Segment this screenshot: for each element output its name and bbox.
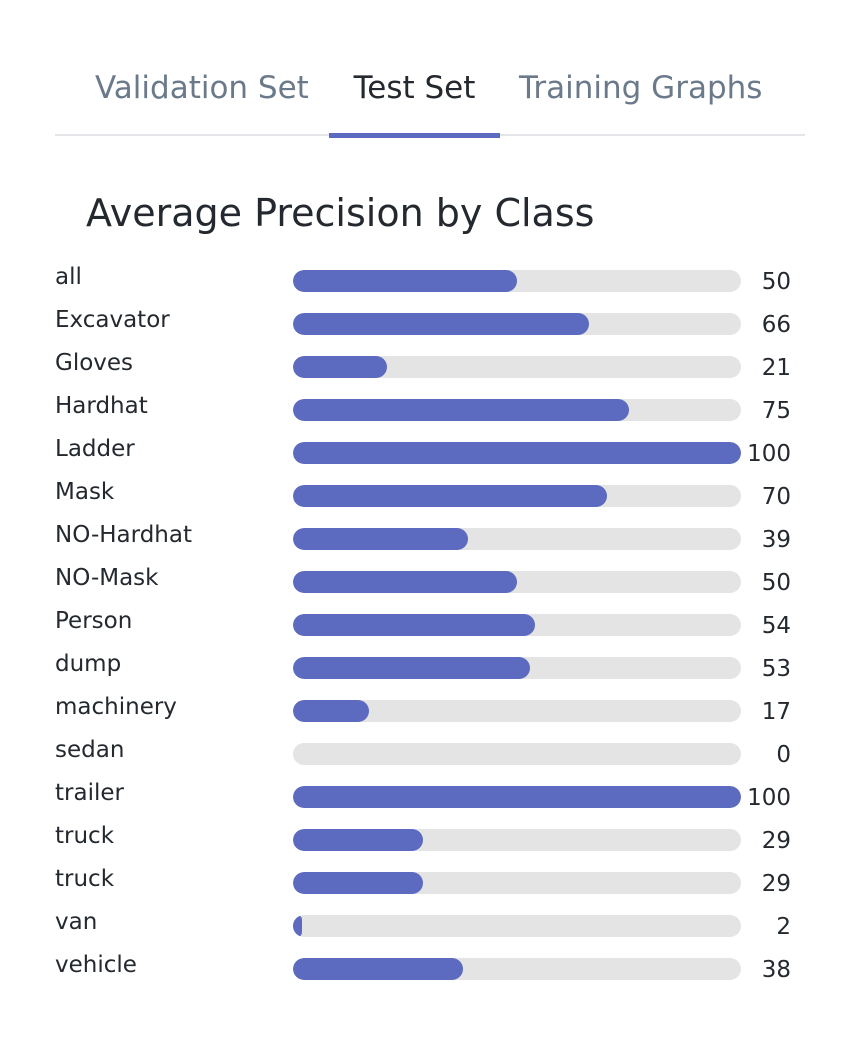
bar-row: Hardhat 75	[55, 387, 815, 430]
bar-label: all	[55, 264, 82, 290]
bar-row: all 50	[55, 258, 815, 301]
bar-fill	[293, 528, 468, 550]
bar-fill	[293, 786, 741, 808]
precision-bar-list: all 50 Excavator 66 Gloves 21 Hardhat 75 Ladder 1…	[55, 258, 815, 989]
tab-training-graphs[interactable]: Training Graphs	[519, 60, 762, 136]
bar-track	[293, 528, 741, 550]
bar-fill	[293, 872, 423, 894]
bar-label: NO-Hardhat	[55, 522, 192, 548]
bar-value: 54	[761, 613, 791, 639]
bar-value: 100	[747, 785, 791, 811]
bar-fill	[293, 829, 423, 851]
bar-track	[293, 442, 741, 464]
bar-value: 53	[761, 656, 791, 682]
bar-fill	[293, 657, 531, 679]
bar-value: 50	[761, 269, 791, 295]
bar-fill	[293, 399, 629, 421]
bar-value: 100	[747, 441, 791, 467]
bar-track	[293, 872, 741, 894]
bar-fill	[293, 442, 741, 464]
chart-title: Average Precision by Class	[86, 191, 595, 235]
bar-label: Gloves	[55, 350, 134, 376]
bar-value: 21	[761, 355, 791, 381]
bar-label: NO-Mask	[55, 565, 159, 591]
bar-row: Person 54	[55, 602, 815, 645]
bar-row: Gloves 21	[55, 344, 815, 387]
bar-label: dump	[55, 651, 122, 677]
bar-row: Ladder 100	[55, 430, 815, 473]
tab-active-indicator	[329, 133, 500, 138]
tab-test-set[interactable]: Test Set	[329, 60, 500, 138]
bar-row: Mask 70	[55, 473, 815, 516]
bar-fill	[293, 313, 589, 335]
bar-fill	[293, 485, 607, 507]
bar-fill	[293, 270, 517, 292]
bar-value: 39	[761, 527, 791, 553]
bar-row: machinery 17	[55, 688, 815, 731]
bar-label: Person	[55, 608, 133, 634]
bar-fill	[293, 356, 388, 378]
bar-value: 2	[776, 914, 791, 940]
bar-row: sedan 0	[55, 731, 815, 774]
bar-track	[293, 657, 741, 679]
bar-track	[293, 270, 741, 292]
bar-track	[293, 743, 741, 765]
bar-label: machinery	[55, 694, 177, 720]
bar-value: 66	[761, 312, 791, 338]
bar-fill	[293, 700, 370, 722]
bar-label: Hardhat	[55, 393, 148, 419]
bar-label: van	[55, 909, 98, 935]
bar-label: truck	[55, 866, 115, 892]
bar-value: 75	[761, 398, 791, 424]
bar-label: Excavator	[55, 307, 170, 333]
bar-track	[293, 485, 741, 507]
bar-value: 38	[761, 957, 791, 983]
bar-fill	[293, 614, 535, 636]
bar-value: 29	[761, 871, 791, 897]
bar-label: Ladder	[55, 436, 135, 462]
bar-track	[293, 915, 741, 937]
bar-label: sedan	[55, 737, 125, 763]
bar-track	[293, 958, 741, 980]
bar-row: van 2	[55, 903, 815, 946]
tab-bar: Validation Set Test Set Training Graphs	[55, 60, 805, 138]
bar-track	[293, 313, 741, 335]
bar-track	[293, 356, 741, 378]
bar-value: 17	[761, 699, 791, 725]
bar-label: vehicle	[55, 952, 137, 978]
bar-track	[293, 571, 741, 593]
bar-fill	[293, 915, 302, 937]
bar-track	[293, 700, 741, 722]
bar-row: NO-Hardhat 39	[55, 516, 815, 559]
tab-label: Validation Set	[95, 70, 309, 106]
bar-row: Excavator 66	[55, 301, 815, 344]
bar-row: vehicle 38	[55, 946, 815, 989]
bar-value: 0	[776, 742, 791, 768]
bar-label: trailer	[55, 780, 124, 806]
bar-value: 29	[761, 828, 791, 854]
bar-track	[293, 399, 741, 421]
tab-label: Training Graphs	[519, 70, 763, 106]
bar-fill	[293, 571, 517, 593]
bar-row: NO-Mask 50	[55, 559, 815, 602]
bar-track	[293, 614, 741, 636]
tab-validation-set[interactable]: Validation Set	[95, 60, 309, 136]
bar-label: Mask	[55, 479, 115, 505]
bar-row: truck 29	[55, 860, 815, 903]
bar-label: truck	[55, 823, 115, 849]
bar-row: dump 53	[55, 645, 815, 688]
bar-value: 70	[761, 484, 791, 510]
tab-label: Test Set	[353, 70, 476, 106]
bar-track	[293, 786, 741, 808]
bar-row: truck 29	[55, 817, 815, 860]
bar-value: 50	[761, 570, 791, 596]
bar-track	[293, 829, 741, 851]
bar-row: trailer 100	[55, 774, 815, 817]
bar-fill	[293, 958, 464, 980]
